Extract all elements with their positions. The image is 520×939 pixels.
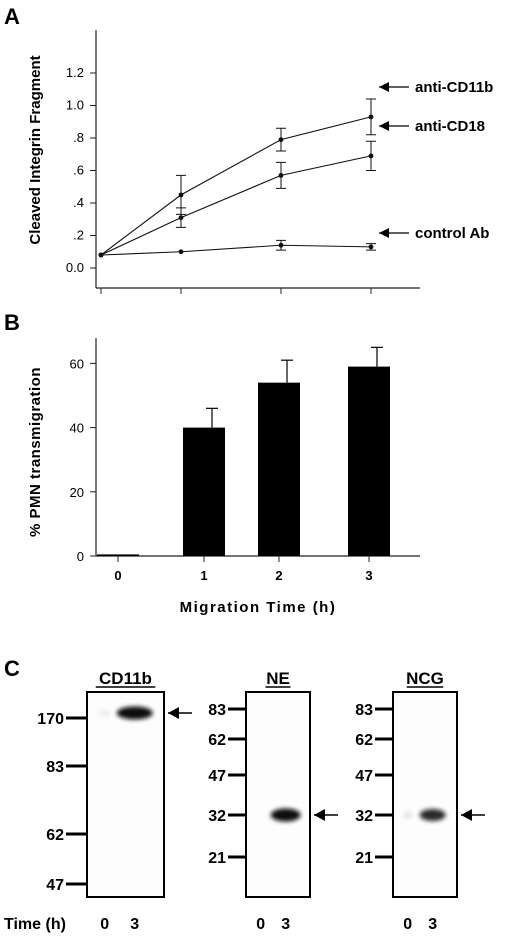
y-tick-label: .8 [73, 130, 84, 145]
time-label: Time (h) [4, 916, 66, 933]
blot-title: NCG [406, 669, 444, 688]
lane-label: 3 [428, 916, 437, 933]
blot-ncg: NCG 83 62 47 32 21 0 3 [355, 669, 485, 933]
panel-a-label: A [4, 4, 20, 29]
bar-chart: % PMN transmigration Migration Time (h) … [27, 338, 420, 616]
y-tick-label: 60 [70, 356, 84, 371]
y-tick-label: 1.0 [66, 98, 84, 113]
blot-title: NE [266, 669, 290, 688]
band-arrow-head [461, 809, 472, 821]
series-label: anti-CD18 [415, 118, 485, 135]
data-point [178, 192, 184, 198]
series-line [100, 155, 372, 256]
lane-label: 0 [403, 916, 412, 933]
data-point [178, 249, 184, 255]
y-axis-label: Cleaved Integrin Fragment [27, 55, 44, 244]
y-tick-label: 1.2 [66, 65, 84, 80]
lane-label: 0 [100, 916, 109, 933]
marker-label: 21 [208, 850, 226, 867]
blot-cd11b: CD11b 170 83 62 47 0 3 [37, 669, 192, 933]
marker-label: 62 [355, 732, 373, 749]
data-point [368, 244, 374, 250]
panel-b-label: B [4, 310, 20, 335]
blot-membrane [392, 691, 458, 898]
lane-label: 3 [130, 916, 139, 933]
marker-label: 47 [208, 768, 226, 785]
marker-label: 83 [46, 759, 64, 776]
y-axis-label: % PMN transmigration [27, 367, 44, 537]
bar [183, 427, 225, 556]
bar [97, 554, 139, 556]
blot-ne: NE 83 62 47 32 21 0 3 [208, 669, 338, 933]
band-arrow-head [314, 809, 325, 821]
data-point [98, 252, 104, 258]
blot-band [270, 808, 301, 822]
data-point [278, 242, 284, 248]
data-point [278, 172, 284, 178]
legend-arrow-head [379, 121, 389, 131]
blot-membrane [245, 691, 311, 898]
marker-label: 21 [355, 850, 373, 867]
y-tick-label: .2 [73, 228, 84, 243]
series-label: control Ab [415, 225, 489, 242]
y-tick-label: 0.0 [66, 260, 84, 275]
y-tick-label: 0 [77, 549, 84, 564]
data-point [278, 137, 284, 143]
y-tick-label: 20 [70, 485, 84, 500]
marker-label: 32 [208, 808, 226, 825]
x-tick-label: 1 [200, 568, 207, 583]
lane-label: 0 [256, 916, 265, 933]
band-arrow-head [168, 707, 179, 719]
legend-arrow-head [379, 82, 389, 92]
lane-label: 3 [281, 916, 290, 933]
blot-membrane [86, 691, 165, 898]
series-label: anti-CD11b [415, 79, 493, 96]
marker-label: 83 [208, 702, 226, 719]
x-tick-label: 0 [114, 568, 121, 583]
data-point [368, 114, 374, 120]
y-tick-label: .6 [73, 163, 84, 178]
marker-label: 62 [46, 827, 64, 844]
marker-label: 32 [355, 808, 373, 825]
x-axis-label: Migration Time (h) [180, 599, 337, 616]
marker-label: 170 [37, 711, 64, 728]
line-chart: Cleaved Integrin Fragment 0.0 .2 .4 .6 .8 1.0… [27, 30, 493, 294]
legend-arrow-head [379, 228, 389, 238]
blot-band [419, 809, 446, 821]
series-control-ab: control Ab [98, 225, 489, 258]
marker-label: 62 [208, 732, 226, 749]
marker-label: 47 [46, 877, 64, 894]
y-tick-label: 40 [70, 421, 84, 436]
series-anti-cd11b: anti-CD11b [98, 79, 493, 258]
series-anti-cd18: anti-CD18 [98, 118, 485, 258]
blot-band [402, 810, 413, 820]
panel-c-label: C [4, 656, 20, 681]
x-tick-label: 2 [275, 568, 282, 583]
marker-label: 83 [355, 702, 373, 719]
series-line [100, 116, 372, 256]
bar [348, 366, 390, 556]
data-point [178, 215, 184, 221]
data-point [368, 153, 374, 159]
marker-label: 47 [355, 768, 373, 785]
y-tick-label: .4 [73, 195, 84, 210]
blot-band [98, 708, 111, 718]
blot-title: CD11b [99, 669, 152, 688]
bar [258, 382, 300, 556]
blot-band [116, 706, 153, 720]
series-line [100, 244, 372, 256]
x-tick-label: 3 [365, 568, 372, 583]
